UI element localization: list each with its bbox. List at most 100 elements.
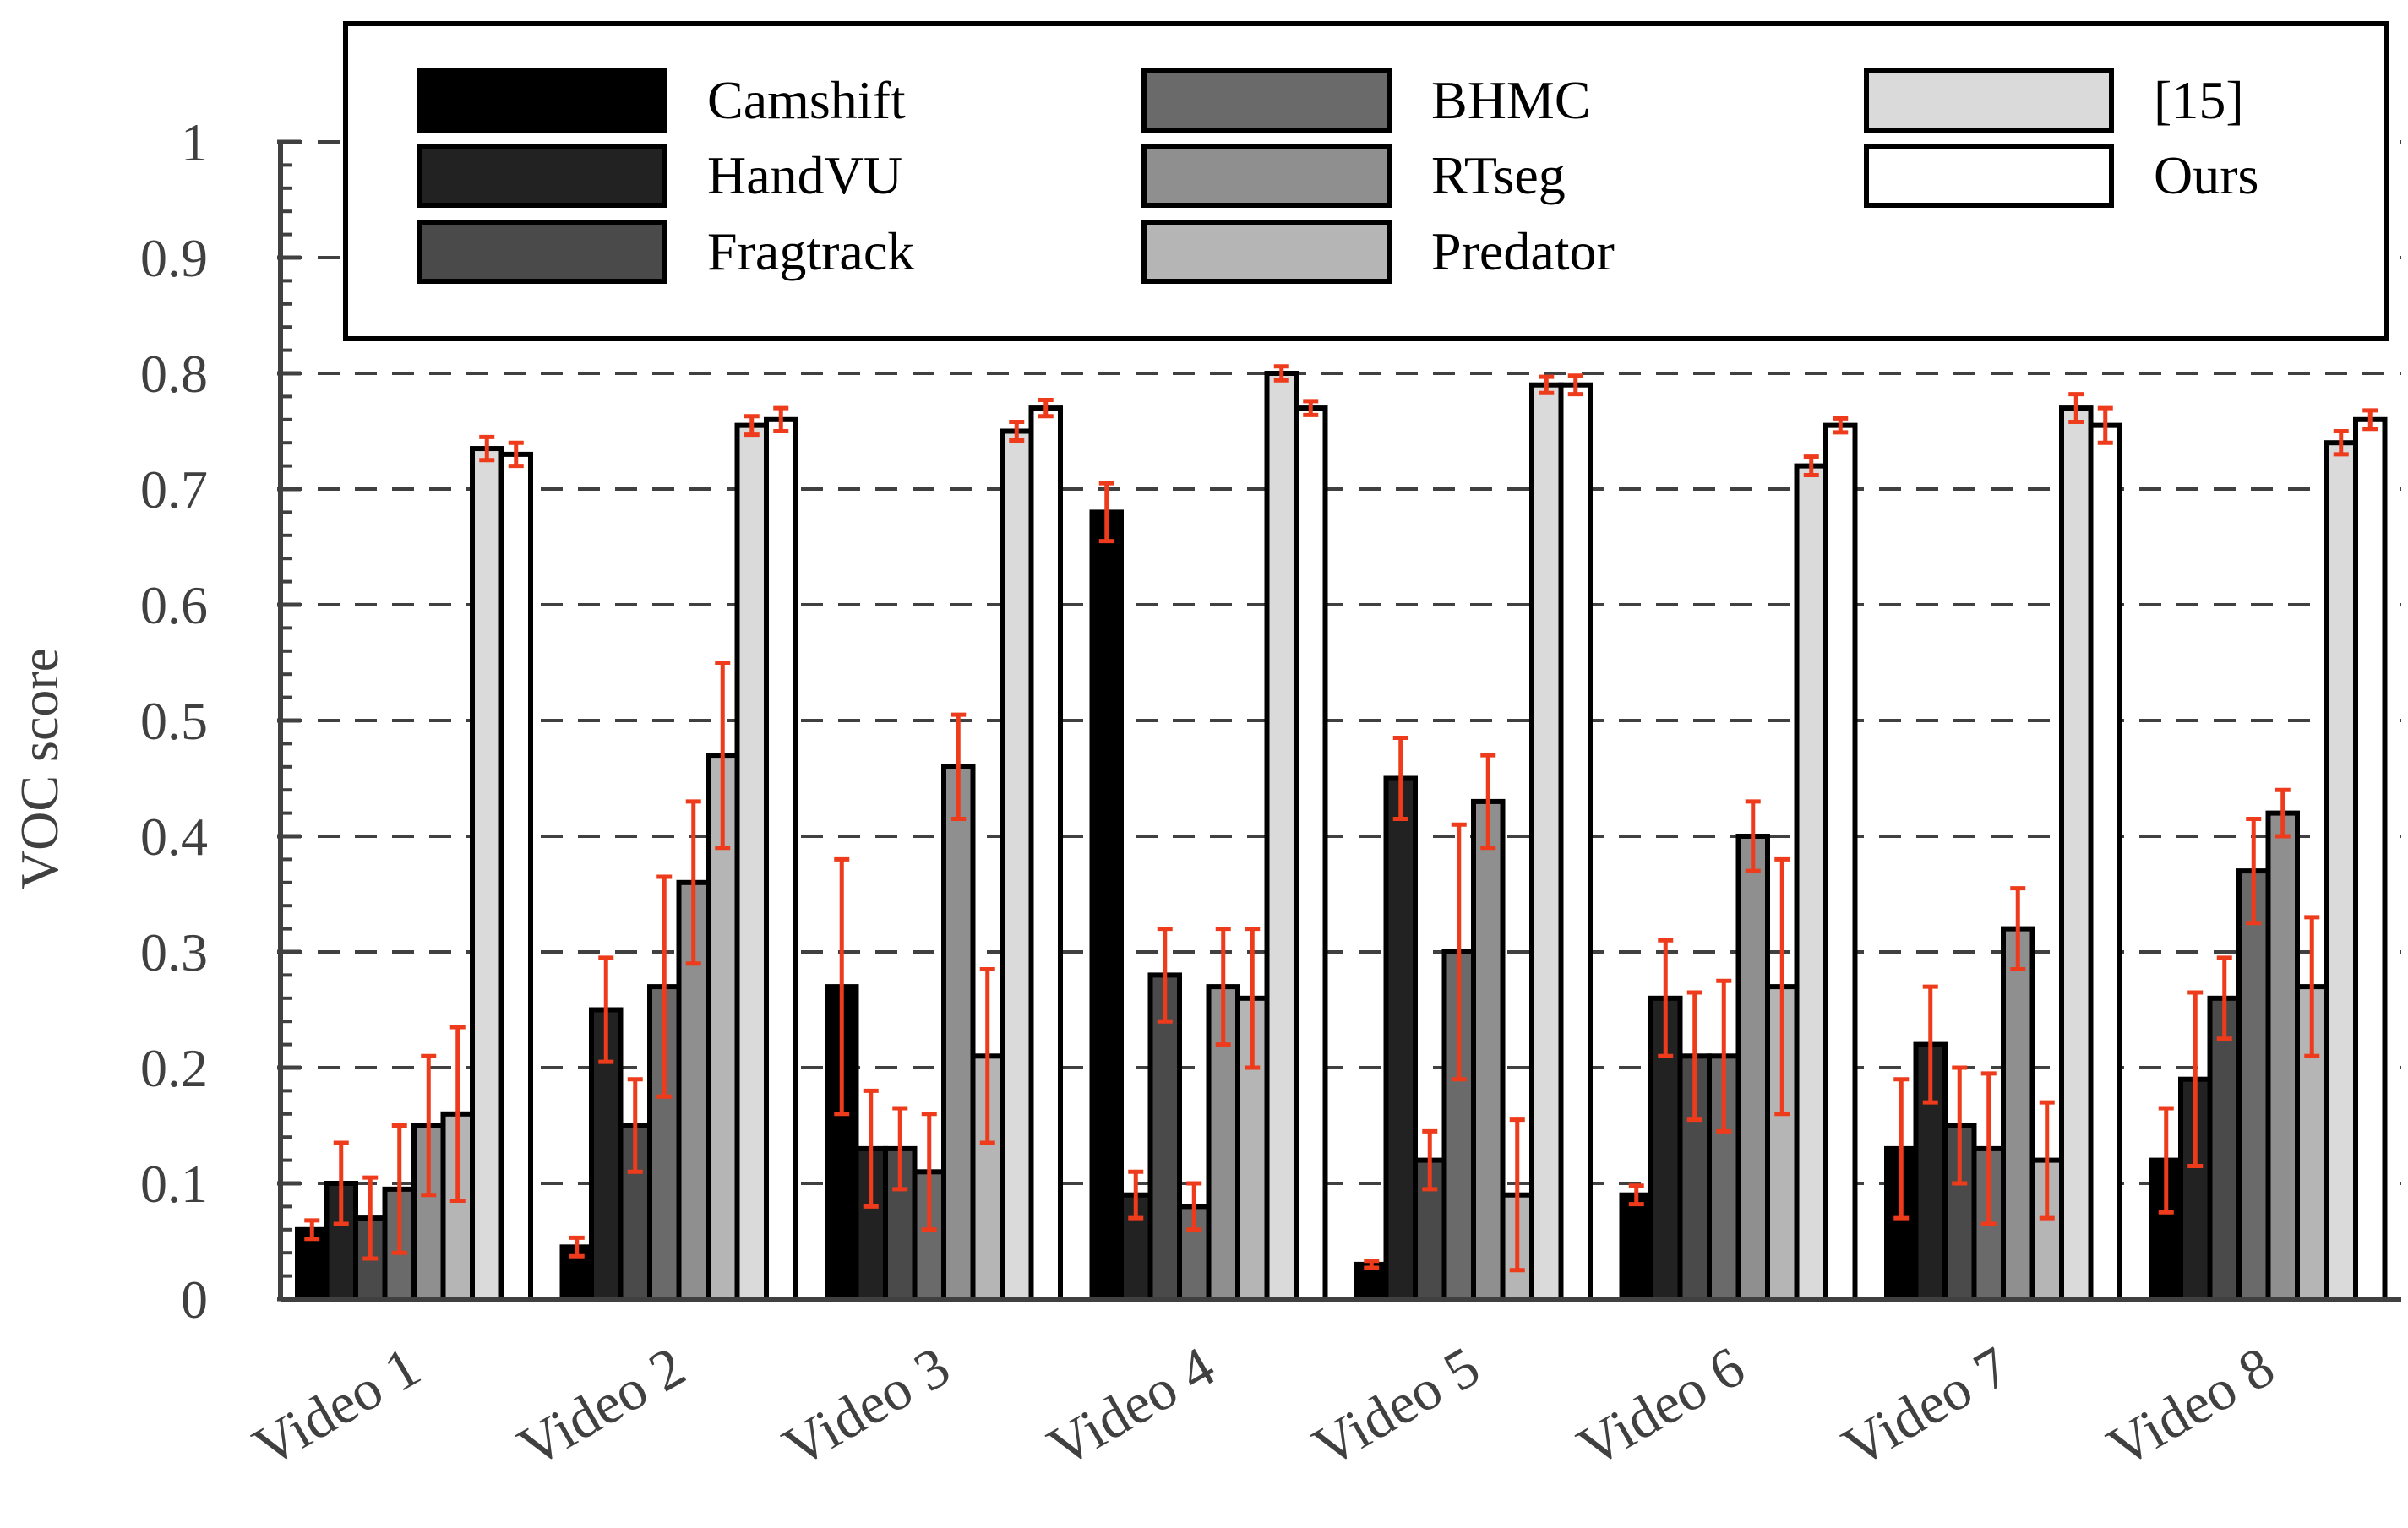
error-bar — [449, 1025, 466, 1204]
error-bar — [1803, 454, 1819, 478]
error-bar — [1392, 736, 1408, 821]
y-tick-label: 0.9 — [140, 228, 208, 288]
bar-bhmc-video-8 — [2236, 868, 2271, 1302]
error-bar — [1922, 984, 1938, 1105]
bar-15-video-4 — [1264, 371, 1299, 1302]
y-tick-label: 1 — [181, 112, 208, 172]
error-bar — [1658, 938, 1674, 1058]
legend-item: Predator — [1141, 220, 1615, 284]
legend-label: Camshift — [707, 70, 906, 130]
error-bar — [627, 1077, 643, 1174]
error-bar — [1509, 1117, 1525, 1273]
legend-label: HandVU — [707, 145, 902, 205]
legend-swatch — [1141, 220, 1392, 284]
legend-item: [15] — [1864, 68, 2244, 133]
y-tick-label: 0.2 — [140, 1038, 208, 1098]
legend-item: Camshift — [417, 68, 906, 133]
bar-15-video-1 — [470, 446, 504, 1302]
error-bar — [1157, 927, 1173, 1024]
legend-swatch — [417, 144, 667, 208]
y-axis: 0 0.1 0.2 0.3 0.4 0.5 0.6 0.7 0.8 0.9 1 — [140, 112, 2401, 1330]
x-category-label: Video 3 — [772, 1334, 961, 1479]
bar-handvu-video-5 — [1383, 775, 1418, 1302]
error-bar — [391, 1123, 407, 1255]
error-bar — [2068, 392, 2084, 425]
error-bar — [834, 856, 850, 1117]
error-bar — [1128, 1169, 1144, 1221]
error-bar — [2304, 915, 2320, 1058]
bar-15-video-8 — [2324, 440, 2358, 1302]
bar-ours-video-8 — [2353, 416, 2388, 1302]
error-bar — [715, 661, 731, 851]
error-bar — [2097, 405, 2113, 445]
bar-camshift-video-6 — [1619, 1192, 1653, 1302]
bar-ours-video-6 — [1823, 422, 1858, 1302]
bar-fragtrack-video-4 — [1147, 972, 1182, 1302]
error-bar — [2216, 955, 2232, 1041]
error-bar — [1480, 753, 1496, 851]
error-bar — [863, 1088, 879, 1209]
error-bar — [2362, 408, 2378, 432]
error-bar — [744, 414, 760, 438]
error-bar — [1364, 1259, 1380, 1270]
error-bar — [1980, 1071, 1997, 1226]
bar-15-video-3 — [1000, 428, 1034, 1302]
legend-label: Ours — [2154, 145, 2258, 205]
legend-item: Fragtrack — [417, 220, 914, 284]
error-bar — [1745, 799, 1761, 873]
error-bar — [2275, 787, 2291, 839]
error-bars — [304, 364, 2378, 1273]
error-bar — [2039, 1100, 2055, 1221]
y-tick-label: 0.7 — [140, 459, 208, 519]
error-bar — [2246, 816, 2262, 926]
error-bar — [2010, 886, 2026, 972]
error-bar — [1186, 1181, 1202, 1232]
error-bar — [362, 1175, 379, 1261]
error-bar — [1009, 420, 1025, 443]
error-bar — [979, 967, 995, 1145]
bar-rtseg-video-5 — [1471, 798, 1506, 1302]
error-bar — [773, 405, 789, 433]
legend-item: RTseg — [1141, 144, 1566, 208]
error-bar — [2333, 429, 2349, 457]
error-bar — [1716, 978, 1732, 1134]
legend-swatch — [417, 68, 667, 133]
legend-label: Predator — [1431, 221, 1615, 281]
x-category-label: Video 7 — [1832, 1334, 2020, 1479]
bar-rtseg-video-8 — [2265, 810, 2300, 1302]
x-axis-labels: Video 1 Video 2 Video 3 Video 4 Video 5 Video… — [242, 1334, 2285, 1479]
error-bar — [479, 434, 495, 463]
x-category-label: Video 8 — [2096, 1334, 2285, 1479]
bar-rtseg-video-7 — [2001, 926, 2035, 1302]
error-bar — [1774, 856, 1790, 1117]
y-tick-label: 0.1 — [140, 1154, 208, 1214]
error-bar — [1245, 927, 1261, 1070]
error-bar — [1451, 822, 1467, 1082]
bar-ours-video-2 — [764, 416, 798, 1302]
bar-ours-video-3 — [1028, 405, 1063, 1302]
y-tick-label: 0.5 — [140, 691, 208, 751]
legend-swatch — [1864, 68, 2114, 133]
y-tick-label: 0.8 — [140, 344, 208, 404]
error-bar — [2187, 990, 2204, 1168]
legend-swatch — [1141, 68, 1392, 133]
error-bar — [569, 1235, 585, 1259]
legend-swatch — [417, 220, 667, 284]
error-bar — [1215, 927, 1231, 1047]
legend-swatch — [1864, 144, 2114, 208]
legend-label: RTseg — [1431, 145, 1566, 205]
y-tick-label: 0.6 — [140, 575, 208, 635]
error-bar — [333, 1140, 349, 1226]
error-bar — [1833, 416, 1849, 435]
bar-ours-video-5 — [1558, 382, 1593, 1302]
y-axis-title: VOC score — [9, 648, 69, 889]
x-category-label: Video 6 — [1566, 1334, 1755, 1479]
legend-item: HandVU — [417, 144, 902, 208]
error-bar — [1952, 1065, 1968, 1186]
legend-item: Ours — [1864, 144, 2258, 208]
bar-15-video-6 — [1794, 463, 1828, 1302]
x-category-label: Video 5 — [1302, 1334, 1490, 1479]
error-bar — [921, 1112, 937, 1232]
bar-ours-video-1 — [498, 451, 533, 1302]
